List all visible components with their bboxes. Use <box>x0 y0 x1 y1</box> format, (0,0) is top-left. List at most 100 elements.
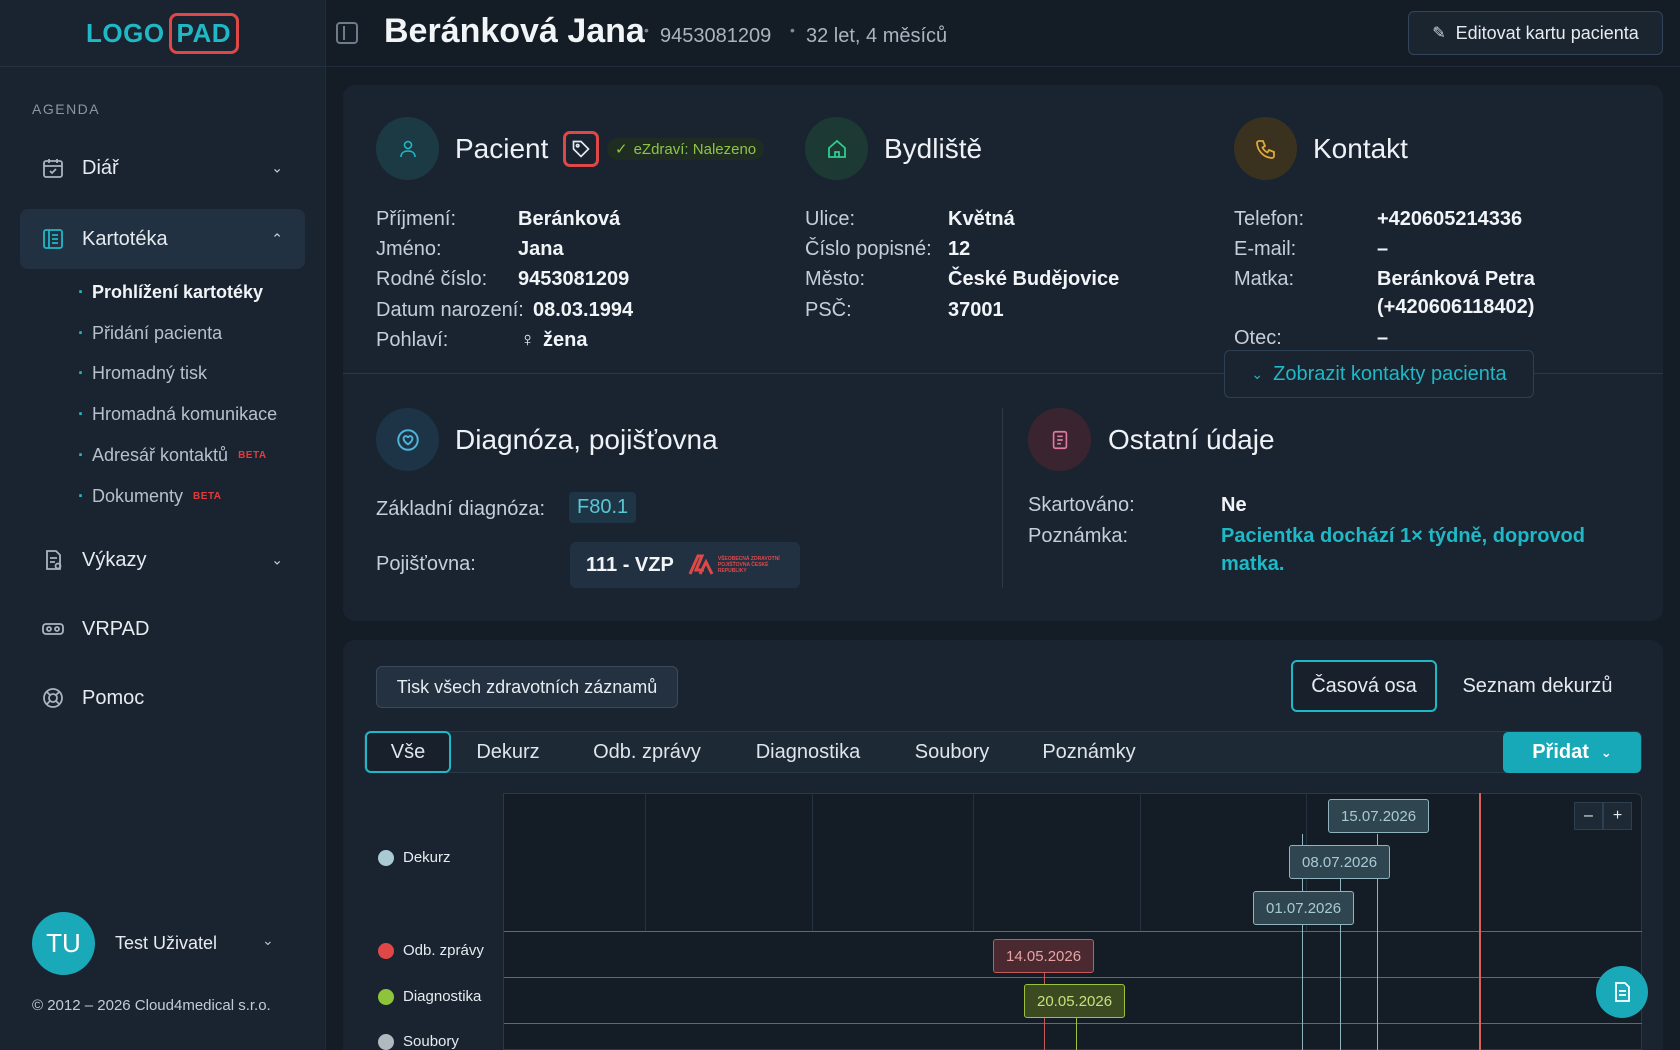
female-icon: ♀ <box>520 329 535 351</box>
field-value: +420605214336 <box>1377 208 1523 230</box>
user-menu[interactable]: TU Test Uživatel ⌄ <box>32 912 274 975</box>
timeline[interactable] <box>364 793 1642 1050</box>
field-label: Rodné číslo: <box>376 268 488 290</box>
insurance-value: 111 - VZP <box>586 553 674 576</box>
field-firstname: Jméno: Jana <box>376 238 564 261</box>
tab-odb-zpravy[interactable]: Odb. zprávy <box>593 740 701 763</box>
sidebar-subitem-hromadny-tisk[interactable]: Hromadný tisk <box>78 363 207 384</box>
field-label: Základní diagnóza: <box>376 498 546 520</box>
view-timeline-button[interactable]: Časová osa <box>1291 660 1437 712</box>
vzp-logo-text: VŠEOBECNÁ ZDRAVOTNÍ POJIŠŤOVNA ČESKÉ REP… <box>717 556 780 574</box>
avatar: TU <box>32 912 95 975</box>
diagnosis-code-badge[interactable]: F80.1 <box>569 492 637 523</box>
section-divider-vertical <box>1002 408 1003 588</box>
field-label: Matka: <box>1234 268 1295 290</box>
sidebar-subitem-hromadna-komunikace[interactable]: Hromadná komunikace <box>78 404 277 425</box>
print-all-records-button[interactable]: Tisk všech zdravotních záznamů <box>376 666 678 708</box>
add-record-button[interactable]: Přidat ⌄ <box>1503 732 1641 773</box>
edit-patient-button[interactable]: ✎ Editovat kartu pacienta <box>1408 11 1663 55</box>
field-label: Pohlaví: <box>376 329 449 351</box>
timeline-row-odb: Odb. zprávy <box>378 942 484 959</box>
legend-dot <box>378 988 394 1005</box>
tab-dekurz[interactable]: Dekurz <box>476 740 540 763</box>
field-label: Příjmení: <box>376 208 457 230</box>
heart-badge-icon <box>376 408 439 471</box>
row-label: Odb. zprávy <box>403 942 484 959</box>
timeline-gridline <box>973 793 974 931</box>
sidebar-item-label: Diář <box>82 156 119 179</box>
field-value: Květná <box>948 208 1015 230</box>
sidebar-item-pomoc[interactable]: Pomoc <box>20 668 305 728</box>
separator-dot: • <box>790 22 795 38</box>
sidebar-collapse-icon[interactable] <box>336 22 358 44</box>
ezdravi-label: eZdraví: Nalezeno <box>633 140 757 158</box>
legend-dot <box>378 1033 394 1050</box>
field-label: E-mail: <box>1234 238 1297 260</box>
calendar-icon <box>40 155 66 181</box>
home-icon <box>805 117 868 180</box>
field-value: žena <box>543 329 588 351</box>
tab-poznamky[interactable]: Poznámky <box>1042 740 1136 763</box>
sidebar-subitem-pridani[interactable]: Přidání pacienta <box>78 323 222 344</box>
sidebar-item-label: Kartotéka <box>82 227 168 250</box>
patient-section-title: Pacient <box>455 133 549 164</box>
field-value: Jana <box>518 238 564 260</box>
view-list-button[interactable]: Seznam dekurzů <box>1462 674 1613 697</box>
sidebar-subitem-adresar[interactable]: Adresář kontaktů BETA <box>78 445 267 466</box>
chevron-down-icon: ⌄ <box>1251 365 1264 382</box>
note-value: Pacientka dochází 1× týdně, doprovod mat… <box>1221 525 1585 575</box>
zoom-out-button[interactable]: – <box>1574 802 1603 830</box>
subitem-label: Přidání pacienta <box>92 323 223 343</box>
field-label: Skartováno: <box>1028 494 1135 516</box>
tab-diagnostika[interactable]: Diagnostika <box>755 740 861 763</box>
copyright: © 2012 – 2026 Cloud4medical s.r.o. <box>32 997 271 1014</box>
other-section-title: Ostatní údaje <box>1108 424 1275 455</box>
zoom-in-button[interactable]: + <box>1603 802 1632 830</box>
timeline-event-diagnostika[interactable]: 20.05.2026 <box>1024 984 1126 1018</box>
sidebar-item-vykazy[interactable]: Výkazy ⌄ <box>20 530 305 590</box>
sidebar-item-vrpad[interactable]: VRPAD <box>20 599 305 659</box>
beta-badge: BETA <box>193 491 222 502</box>
field-label: Telefon: <box>1234 208 1305 230</box>
field-email: E-mail: – <box>1234 238 1388 261</box>
tab-all[interactable]: Vše <box>365 731 451 773</box>
field-label: Jméno: <box>376 238 442 260</box>
timeline-row-divider <box>504 931 1642 932</box>
field-shredded: Skartováno: Ne <box>1028 494 1247 517</box>
sidebar-subitem-prohlizeni[interactable]: Prohlížení kartotéky <box>78 282 263 303</box>
timeline-event-odb[interactable]: 14.05.2026 <box>993 939 1095 973</box>
field-surname: Příjmení: Beránková <box>376 208 620 231</box>
sidebar-item-diar[interactable]: Diář ⌄ <box>20 138 305 198</box>
sidebar-subitem-dokumenty[interactable]: Dokumenty BETA <box>78 486 222 507</box>
timeline-gridline <box>1140 793 1141 931</box>
logo-part-1: LOGO <box>85 17 165 48</box>
timeline-row-diagnostika: Diagnostika <box>378 988 481 1005</box>
field-value: České Budějovice <box>948 268 1120 290</box>
subitem-label: Prohlížení kartotéky <box>92 282 264 302</box>
field-note: Poznámka: <box>1028 525 1128 548</box>
timeline-event-dekurz[interactable]: 15.07.2026 <box>1328 799 1430 833</box>
sidebar-item-label: Výkazy <box>82 548 147 571</box>
field-gender: Pohlaví: ♀ žena <box>376 329 587 352</box>
timeline-row-labels <box>364 793 504 1050</box>
tag-button[interactable] <box>563 131 599 167</box>
field-value: 08.03.1994 <box>533 299 634 321</box>
field-value: (+420606118402) <box>1377 296 1535 318</box>
timeline-event-dekurz[interactable]: 01.07.2026 <box>1253 891 1355 925</box>
show-contacts-button[interactable]: ⌄ Zobrazit kontakty pacienta <box>1224 350 1534 398</box>
tab-soubory[interactable]: Soubory <box>914 740 990 763</box>
field-label: Pojišťovna: <box>376 553 476 575</box>
phone-icon <box>1234 117 1297 180</box>
timeline-event-dekurz[interactable]: 08.07.2026 <box>1289 845 1391 879</box>
notes-fab-button[interactable] <box>1596 966 1648 1018</box>
legend-dot <box>378 849 394 866</box>
timeline-row-soubory: Soubory <box>378 1033 459 1050</box>
agenda-section-label: AGENDA <box>32 101 101 117</box>
chevron-down-icon: ⌄ <box>271 159 283 176</box>
sidebar-item-kartoteka[interactable]: Kartotéka ⌃ <box>20 209 305 269</box>
field-value: 37001 <box>948 299 1004 321</box>
logo[interactable]: LOGO PAD <box>85 12 240 54</box>
chevron-down-icon: ⌄ <box>1600 744 1612 760</box>
field-value: Beránková <box>518 208 621 230</box>
row-label: Soubory <box>403 1033 459 1050</box>
